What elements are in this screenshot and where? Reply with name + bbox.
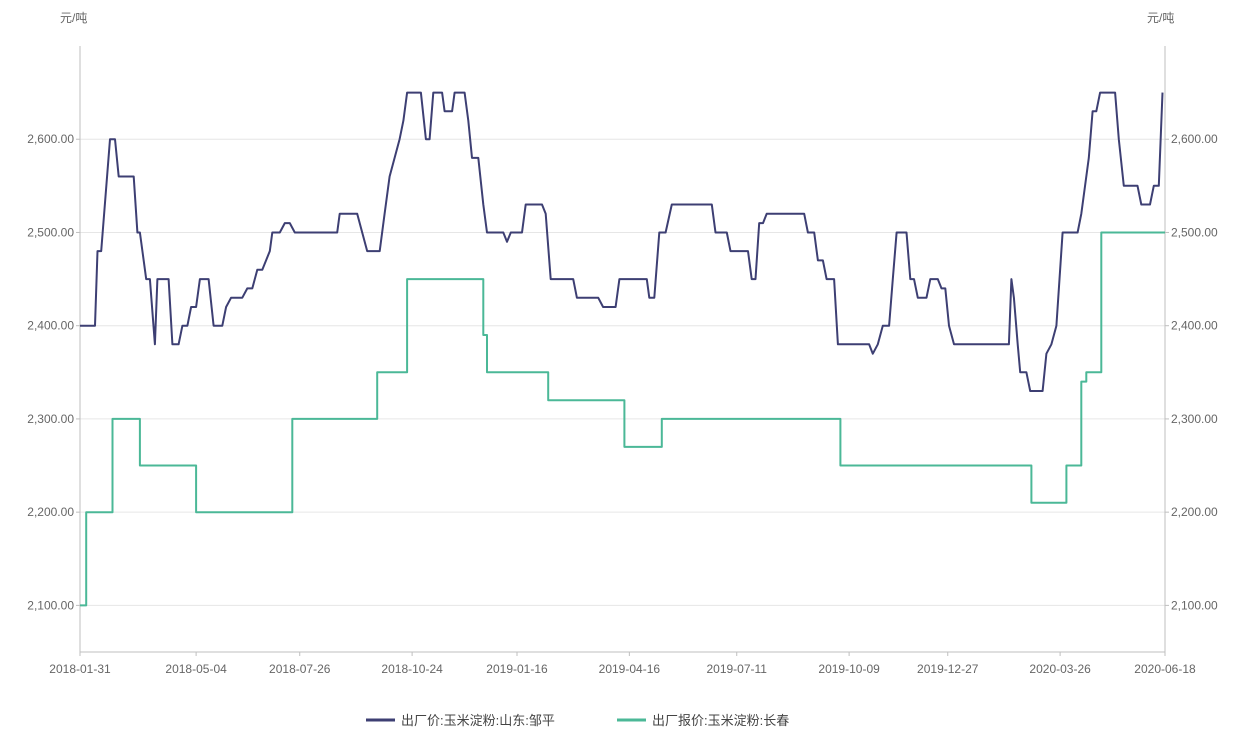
- y-tick-label-left: 2,500.00: [27, 225, 74, 239]
- series-line-2: [80, 231, 1165, 607]
- y-tick-labels: 2,100.00 2,100.00 2,200.00 2,200.00 2,300.00…: [27, 132, 1218, 612]
- legend: 出厂价:玉米淀粉:山东:邹平 出厂报价:玉米淀粉:长春: [366, 713, 789, 728]
- legend-label-series-2: 出厂报价:玉米淀粉:长春: [652, 713, 789, 728]
- legend-label-series-1: 出厂价:玉米淀粉:山东:邹平: [401, 713, 555, 728]
- gridlines: [76, 138, 1169, 606]
- y-tick-label-right: 2,300.00: [1171, 412, 1218, 426]
- y-tick-label-right: 2,500.00: [1171, 225, 1218, 239]
- x-tick-label: 2019-04-16: [599, 662, 661, 676]
- x-tick-label: 2020-06-18: [1134, 662, 1196, 676]
- x-tick-label: 2019-07-11: [706, 662, 767, 676]
- series-line-1: [80, 91, 1164, 392]
- y-tick-label-left: 2,100.00: [27, 598, 74, 612]
- y-tick-label-left: 2,400.00: [27, 319, 74, 333]
- y-tick-label-left: 2,300.00: [27, 412, 74, 426]
- series-lines: [80, 91, 1165, 607]
- y-tick-label-left: 2,200.00: [27, 505, 74, 519]
- y-tick-label-right: 2,100.00: [1171, 598, 1218, 612]
- x-tick-label: 2018-07-26: [269, 662, 331, 676]
- axes: [79, 46, 1166, 653]
- x-tick-label: 2018-05-04: [165, 662, 227, 676]
- x-tick-label: 2019-10-09: [818, 662, 880, 676]
- y-tick-label-right: 2,200.00: [1171, 505, 1218, 519]
- x-tick-label: 2019-01-16: [486, 662, 548, 676]
- x-tick-labels: 2018-01-31 2018-05-04 2018-07-26 2018-10-24…: [49, 652, 1196, 676]
- right-y-unit: 元/吨: [1147, 11, 1174, 25]
- y-tick-label-right: 2,600.00: [1171, 132, 1218, 146]
- left-y-unit: 元/吨: [60, 11, 87, 25]
- y-tick-label-right: 2,400.00: [1171, 319, 1218, 333]
- x-tick-label: 2019-12-27: [917, 662, 979, 676]
- x-tick-label: 2020-03-26: [1029, 662, 1091, 676]
- y-tick-label-left: 2,600.00: [27, 132, 74, 146]
- x-tick-label: 2018-10-24: [381, 662, 443, 676]
- x-tick-label: 2018-01-31: [49, 662, 111, 676]
